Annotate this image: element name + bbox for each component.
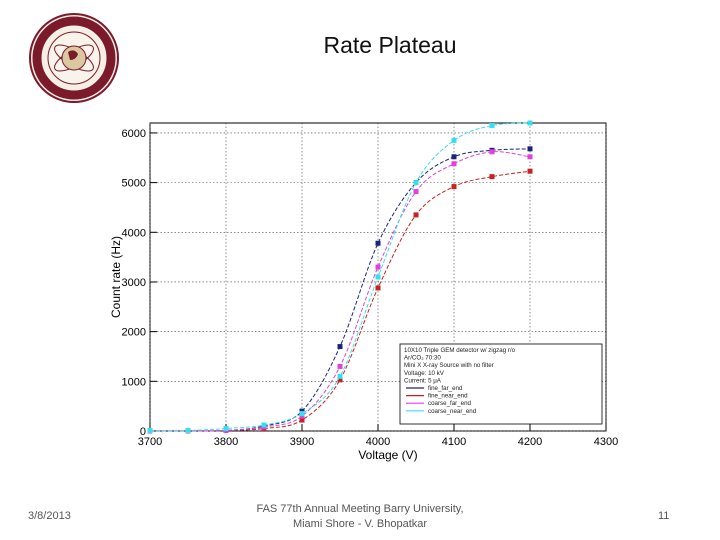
data-point-coarse_near_end [489, 122, 495, 128]
data-point-fine_near_end [299, 417, 305, 423]
y-tick-label: 2000 [122, 327, 146, 339]
data-point-coarse_far_end [451, 161, 457, 167]
y-tick-label: 4000 [122, 227, 146, 239]
data-point-coarse_near_end [147, 428, 153, 434]
rate-plateau-chart: 3700 3800 3900 4000 4100 4200 4300 0 1000 2000 300… [109, 120, 618, 462]
x-tick-label: 4100 [442, 436, 466, 448]
legend-header-text: Mini X X-ray Source with no filter [404, 362, 494, 369]
legend-entry-coarse_far_end: coarse_far_end [428, 400, 472, 407]
data-point-coarse_near_end [185, 428, 191, 434]
data-point-coarse_near_end [527, 120, 533, 126]
x-tick-label: 4200 [518, 436, 542, 448]
y-tick-label: 3000 [122, 277, 146, 289]
slide-title: Rate Plateau [323, 32, 457, 58]
legend-header-text: Ar/CO₂ 70:30 [404, 355, 441, 362]
legend-box [399, 343, 603, 425]
x-tick-label: 3700 [138, 436, 162, 448]
x-axis-label: Voltage (V) [358, 448, 417, 462]
legend-entry-fine_near_end: fine_near_end [428, 393, 468, 400]
x-tick-label: 3900 [290, 436, 314, 448]
data-point-coarse_near_end [261, 422, 267, 428]
y-tick-label: 6000 [122, 128, 146, 140]
data-point-fine_near_end [451, 184, 457, 190]
data-point-fine_near_end [413, 212, 419, 218]
series-line-coarse_far_end [149, 151, 531, 432]
y-tick-label: 0 [140, 426, 146, 438]
data-point-coarse_near_end [375, 274, 381, 280]
data-point-coarse_far_end [375, 264, 381, 270]
data-point-fine_far_end [375, 240, 381, 246]
footer-event-line2: Miami Shore - V. Bhopatkar [292, 518, 428, 530]
data-point-fine_far_end [337, 344, 343, 350]
data-point-coarse_far_end [489, 149, 495, 155]
data-point-fine_near_end [337, 377, 343, 383]
data-point-coarse_near_end [299, 411, 305, 417]
legend-header-text: Current: 5 μA [404, 377, 442, 384]
y-tick-label: 5000 [122, 178, 146, 190]
data-point-fine_far_end [451, 154, 457, 160]
legend-entry-fine_far_end: fine_far_end [428, 385, 463, 392]
footer-event: FAS 77th Annual Meeting Barry University… [240, 502, 480, 532]
y-tick-label: 1000 [122, 376, 146, 388]
university-seal-logo [29, 13, 119, 103]
data-point-coarse_near_end [451, 137, 457, 143]
footer-date: 3/8/2013 [28, 510, 71, 522]
data-point-coarse_far_end [527, 154, 533, 160]
data-point-coarse_near_end [413, 180, 419, 186]
data-point-coarse_near_end [337, 373, 343, 379]
legend-header-text: Voltage: 10 kV [404, 370, 445, 377]
legend-header-text: 10X10 Triple GEM detector w/ zigzag r/o [404, 347, 516, 354]
x-tick-label: 3800 [214, 436, 238, 448]
x-tick-label: 4300 [594, 436, 618, 448]
footer-event-line1: FAS 77th Annual Meeting Barry University… [256, 503, 464, 515]
data-point-coarse_near_end [223, 426, 229, 432]
data-point-fine_near_end [527, 168, 533, 174]
series-line-coarse_near_end [149, 122, 531, 432]
data-point-fine_near_end [375, 285, 381, 291]
data-point-coarse_far_end [337, 363, 343, 369]
data-point-fine_far_end [527, 146, 533, 152]
legend-entry-coarse_near_end: coarse_near_end [428, 408, 477, 415]
x-tick-label: 4000 [366, 436, 390, 448]
y-axis-label: Count rate (Hz) [109, 236, 123, 318]
data-point-coarse_far_end [413, 189, 419, 195]
data-point-fine_near_end [489, 174, 495, 180]
slide-number: 11 [658, 510, 670, 522]
